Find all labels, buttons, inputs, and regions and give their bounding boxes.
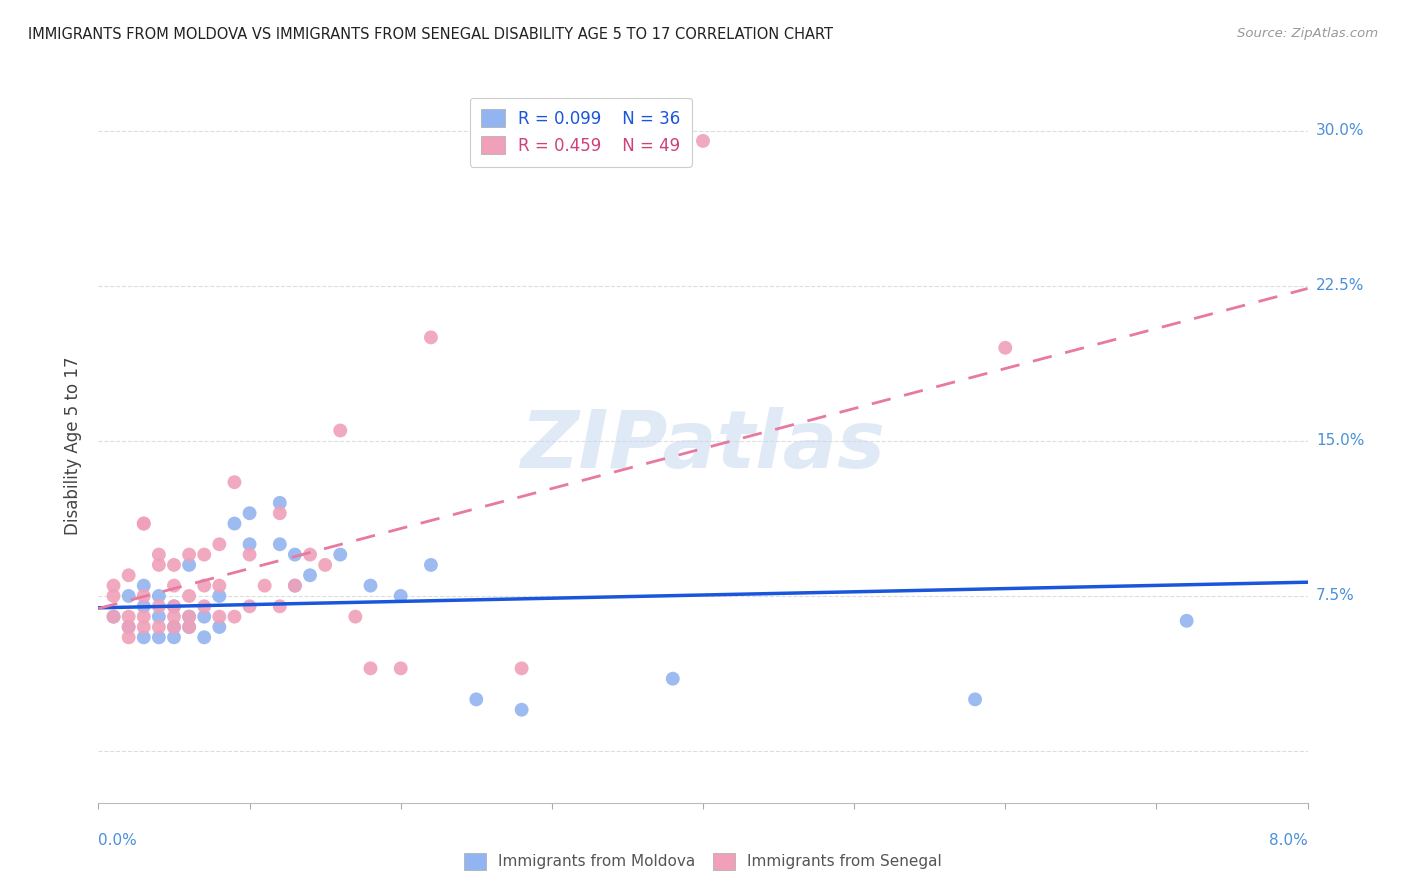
Point: [103, 589, 125, 603]
Point: [965, 692, 987, 706]
Point: [284, 548, 307, 562]
Text: 7.5%: 7.5%: [1316, 589, 1354, 604]
Point: [118, 568, 141, 582]
Point: [132, 609, 155, 624]
Point: [193, 548, 215, 562]
Point: [148, 620, 170, 634]
Point: [284, 579, 307, 593]
Point: [163, 609, 186, 624]
Point: [103, 609, 125, 624]
Point: [239, 599, 262, 614]
Point: [148, 589, 170, 603]
Point: [208, 579, 231, 593]
Point: [224, 609, 246, 624]
Point: [284, 579, 307, 593]
Point: [118, 589, 141, 603]
Point: [118, 620, 141, 634]
Point: [269, 496, 291, 510]
Point: [419, 330, 441, 344]
Point: [239, 548, 262, 562]
Point: [163, 620, 186, 634]
Point: [103, 609, 125, 624]
Point: [208, 620, 231, 634]
Point: [163, 579, 186, 593]
Point: [118, 620, 141, 634]
Point: [148, 548, 170, 562]
Point: [163, 599, 186, 614]
Point: [193, 599, 215, 614]
Point: [224, 516, 246, 531]
Legend: Immigrants from Moldova, Immigrants from Senegal: Immigrants from Moldova, Immigrants from…: [457, 846, 949, 877]
Point: [163, 558, 186, 572]
Point: [179, 558, 201, 572]
Point: [269, 537, 291, 551]
Point: [132, 516, 155, 531]
Point: [239, 506, 262, 520]
Point: [148, 630, 170, 644]
Text: IMMIGRANTS FROM MOLDOVA VS IMMIGRANTS FROM SENEGAL DISABILITY AGE 5 TO 17 CORREL: IMMIGRANTS FROM MOLDOVA VS IMMIGRANTS FR…: [28, 27, 834, 42]
Point: [132, 630, 155, 644]
Point: [465, 692, 488, 706]
Point: [193, 609, 215, 624]
Point: [329, 548, 352, 562]
Point: [118, 630, 141, 644]
Point: [994, 341, 1017, 355]
Point: [103, 579, 125, 593]
Text: 15.0%: 15.0%: [1316, 434, 1364, 449]
Point: [163, 620, 186, 634]
Text: 22.5%: 22.5%: [1316, 278, 1364, 293]
Point: [510, 661, 533, 675]
Text: 8.0%: 8.0%: [1268, 833, 1308, 848]
Point: [299, 568, 322, 582]
Point: [344, 609, 367, 624]
Point: [208, 537, 231, 551]
Point: [661, 672, 683, 686]
Point: [314, 558, 336, 572]
Y-axis label: Disability Age 5 to 17: Disability Age 5 to 17: [65, 357, 83, 535]
Point: [692, 134, 714, 148]
Point: [163, 630, 186, 644]
Point: [132, 579, 155, 593]
Point: [389, 589, 412, 603]
Point: [510, 703, 533, 717]
Point: [269, 506, 291, 520]
Point: [132, 516, 155, 531]
Point: [179, 609, 201, 624]
Point: [132, 620, 155, 634]
Point: [179, 609, 201, 624]
Point: [208, 609, 231, 624]
Point: [179, 620, 201, 634]
Point: [239, 537, 262, 551]
Point: [253, 579, 276, 593]
Point: [329, 424, 352, 438]
Text: Source: ZipAtlas.com: Source: ZipAtlas.com: [1237, 27, 1378, 40]
Point: [179, 589, 201, 603]
Point: [224, 475, 246, 490]
Point: [179, 548, 201, 562]
Point: [163, 599, 186, 614]
Point: [179, 620, 201, 634]
Point: [299, 548, 322, 562]
Point: [193, 579, 215, 593]
Point: [118, 609, 141, 624]
Text: ZIPatlas: ZIPatlas: [520, 407, 886, 485]
Point: [389, 661, 412, 675]
Point: [148, 609, 170, 624]
Point: [419, 558, 441, 572]
Point: [132, 589, 155, 603]
Point: [208, 589, 231, 603]
Point: [148, 599, 170, 614]
Point: [1175, 614, 1198, 628]
Text: 0.0%: 0.0%: [98, 833, 138, 848]
Point: [269, 599, 291, 614]
Point: [359, 579, 381, 593]
Point: [132, 599, 155, 614]
Point: [193, 630, 215, 644]
Text: 30.0%: 30.0%: [1316, 123, 1364, 138]
Point: [148, 558, 170, 572]
Point: [359, 661, 381, 675]
